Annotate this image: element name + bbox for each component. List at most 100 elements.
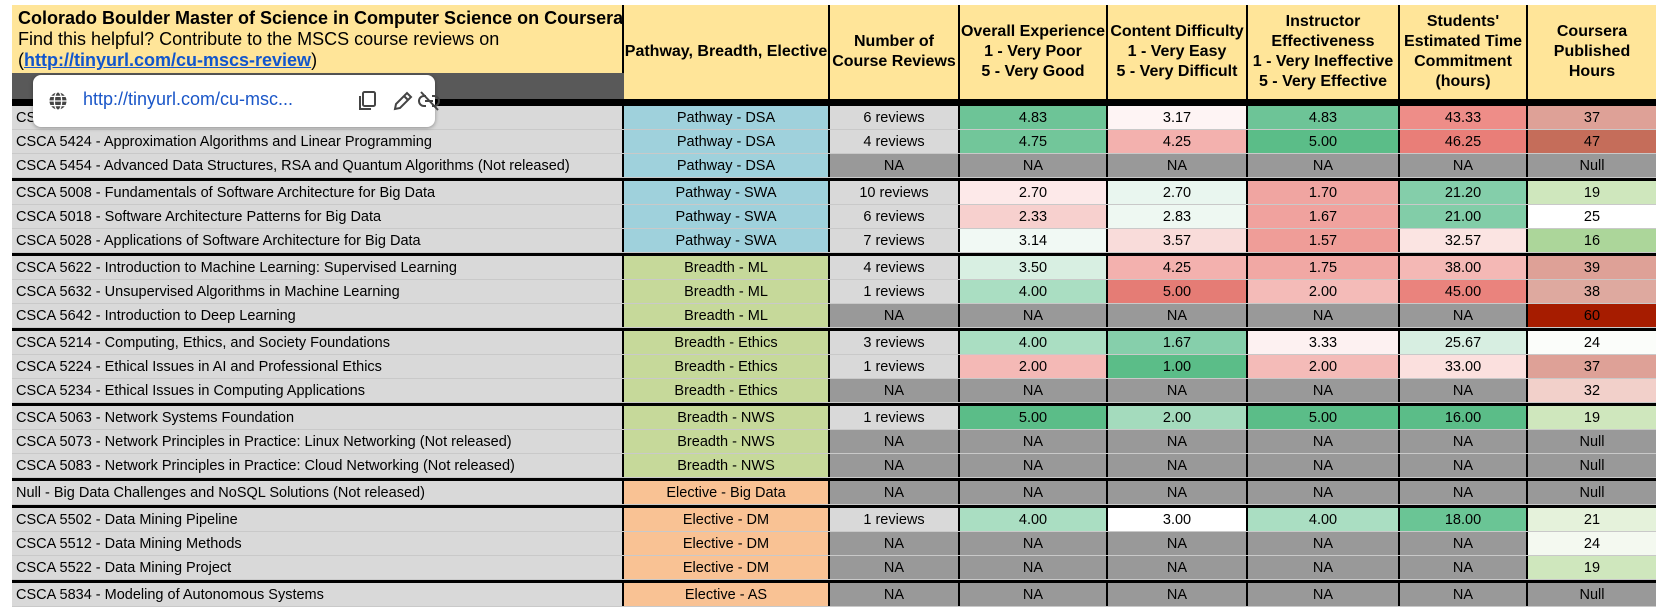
cell-time[interactable]: NA	[1400, 481, 1528, 504]
cell-hours[interactable]: 19	[1528, 181, 1656, 204]
cell-hours[interactable]: 24	[1528, 532, 1656, 555]
unlink-icon[interactable]	[417, 89, 441, 113]
cell-course[interactable]: CSCA 5424 - Approximation Algorithms and…	[12, 130, 624, 153]
cell-instructor[interactable]: 2.00	[1248, 355, 1400, 378]
cell-difficulty[interactable]: 3.17	[1108, 106, 1248, 129]
cell-course[interactable]: CSCA 5834 - Modeling of Autonomous Syste…	[12, 583, 624, 606]
cell-reviews[interactable]: 6 reviews	[830, 106, 960, 129]
cell-overall[interactable]: 4.75	[960, 130, 1108, 153]
cell-overall[interactable]: NA	[960, 430, 1108, 453]
cell-course[interactable]: CSCA 5512 - Data Mining Methods	[12, 532, 624, 555]
cell-difficulty[interactable]: NA	[1108, 379, 1248, 402]
cell-hours[interactable]: 19	[1528, 406, 1656, 429]
cell-course[interactable]: CSCA 5073 - Network Principles in Practi…	[12, 430, 624, 453]
cell-reviews[interactable]: 1 reviews	[830, 355, 960, 378]
cell-overall[interactable]: 2.33	[960, 205, 1108, 228]
cell-instructor[interactable]: 5.00	[1248, 406, 1400, 429]
cell-pathway[interactable]: Breadth - NWS	[624, 430, 830, 453]
cell-difficulty[interactable]: 3.57	[1108, 229, 1248, 252]
cell-difficulty[interactable]: NA	[1108, 430, 1248, 453]
cell-instructor[interactable]: NA	[1248, 304, 1400, 327]
cell-difficulty[interactable]: 2.70	[1108, 181, 1248, 204]
cell-course[interactable]: CSCA 5063 - Network Systems Foundation	[12, 406, 624, 429]
cell-pathway[interactable]: Elective - DM	[624, 556, 830, 579]
title-block[interactable]: Colorado Boulder Master of Science in Co…	[12, 5, 624, 73]
cell-overall[interactable]: 4.83	[960, 106, 1108, 129]
review-link[interactable]: http://tinyurl.com/cu-mscs-review	[24, 50, 312, 70]
cell-reviews[interactable]: 7 reviews	[830, 229, 960, 252]
cell-instructor[interactable]: NA	[1248, 481, 1400, 504]
copy-icon[interactable]	[355, 89, 379, 113]
cell-time[interactable]: NA	[1400, 454, 1528, 477]
cell-overall[interactable]: NA	[960, 481, 1108, 504]
cell-instructor[interactable]: 5.00	[1248, 130, 1400, 153]
header-pathway[interactable]: Pathway, Breadth, Elective	[624, 5, 830, 99]
cell-time[interactable]: 16.00	[1400, 406, 1528, 429]
header-reviews[interactable]: Number of Course Reviews	[830, 5, 960, 99]
cell-time[interactable]: 43.33	[1400, 106, 1528, 129]
header-instructor[interactable]: Instructor Effectiveness 1 - Very Ineffe…	[1248, 5, 1400, 99]
cell-hours[interactable]: 16	[1528, 229, 1656, 252]
cell-difficulty[interactable]: 1.00	[1108, 355, 1248, 378]
cell-course[interactable]: CSCA 5622 - Introduction to Machine Lear…	[12, 256, 624, 279]
cell-time[interactable]: 33.00	[1400, 355, 1528, 378]
cell-hours[interactable]: 60	[1528, 304, 1656, 327]
cell-reviews[interactable]: NA	[830, 304, 960, 327]
cell-hours[interactable]: 38	[1528, 280, 1656, 303]
cell-time[interactable]: NA	[1400, 556, 1528, 579]
cell-hours[interactable]: 24	[1528, 331, 1656, 354]
cell-difficulty[interactable]: 2.83	[1108, 205, 1248, 228]
cell-overall[interactable]: 3.50	[960, 256, 1108, 279]
cell-course[interactable]: Null - Big Data Challenges and NoSQL Sol…	[12, 481, 624, 504]
cell-difficulty[interactable]: NA	[1108, 304, 1248, 327]
cell-difficulty[interactable]: 1.67	[1108, 331, 1248, 354]
cell-hours[interactable]: 25	[1528, 205, 1656, 228]
cell-reviews[interactable]: NA	[830, 454, 960, 477]
header-overall[interactable]: Overall Experience 1 - Very Poor 5 - Ver…	[960, 5, 1108, 99]
cell-course[interactable]: CSCA 5522 - Data Mining Project	[12, 556, 624, 579]
cell-reviews[interactable]: NA	[830, 154, 960, 177]
cell-pathway[interactable]: Breadth - Ethics	[624, 331, 830, 354]
cell-overall[interactable]: 4.00	[960, 280, 1108, 303]
cell-time[interactable]: NA	[1400, 304, 1528, 327]
cell-course[interactable]: CSCA 5502 - Data Mining Pipeline	[12, 508, 624, 531]
cell-pathway[interactable]: Elective - DM	[624, 532, 830, 555]
cell-pathway[interactable]: Pathway - DSA	[624, 106, 830, 129]
cell-difficulty[interactable]: 3.00	[1108, 508, 1248, 531]
cell-reviews[interactable]: 1 reviews	[830, 508, 960, 531]
cell-course[interactable]: CSCA 5234 - Ethical Issues in Computing …	[12, 379, 624, 402]
cell-hours[interactable]: 21	[1528, 508, 1656, 531]
cell-hours[interactable]: Null	[1528, 481, 1656, 504]
header-time[interactable]: Students' Estimated Time Commitment (hou…	[1400, 5, 1528, 99]
cell-instructor[interactable]: 4.00	[1248, 508, 1400, 531]
cell-pathway[interactable]: Breadth - NWS	[624, 454, 830, 477]
cell-hours[interactable]: Null	[1528, 154, 1656, 177]
cell-instructor[interactable]: 1.75	[1248, 256, 1400, 279]
cell-instructor[interactable]: 4.83	[1248, 106, 1400, 129]
cell-overall[interactable]: NA	[960, 556, 1108, 579]
cell-instructor[interactable]: NA	[1248, 154, 1400, 177]
cell-course[interactable]: CSCA 5642 - Introduction to Deep Learnin…	[12, 304, 624, 327]
cell-hours[interactable]: Null	[1528, 583, 1656, 606]
cell-time[interactable]: 18.00	[1400, 508, 1528, 531]
cell-instructor[interactable]: 2.00	[1248, 280, 1400, 303]
cell-reviews[interactable]: NA	[830, 379, 960, 402]
cell-course[interactable]: CSCA 5224 - Ethical Issues in AI and Pro…	[12, 355, 624, 378]
cell-time[interactable]: 46.25	[1400, 130, 1528, 153]
cell-time[interactable]: 25.67	[1400, 331, 1528, 354]
pencil-icon[interactable]	[391, 89, 415, 113]
cell-course[interactable]: CSCA 5454 - Advanced Data Structures, RS…	[12, 154, 624, 177]
cell-instructor[interactable]: NA	[1248, 532, 1400, 555]
cell-time[interactable]: 21.00	[1400, 205, 1528, 228]
cell-reviews[interactable]: 1 reviews	[830, 280, 960, 303]
cell-pathway[interactable]: Pathway - DSA	[624, 130, 830, 153]
cell-time[interactable]: NA	[1400, 583, 1528, 606]
cell-difficulty[interactable]: NA	[1108, 454, 1248, 477]
cell-reviews[interactable]: 4 reviews	[830, 256, 960, 279]
cell-instructor[interactable]: 1.67	[1248, 205, 1400, 228]
cell-overall[interactable]: NA	[960, 304, 1108, 327]
cell-overall[interactable]: NA	[960, 583, 1108, 606]
cell-overall[interactable]: 3.14	[960, 229, 1108, 252]
cell-difficulty[interactable]: NA	[1108, 481, 1248, 504]
cell-reviews[interactable]: 1 reviews	[830, 406, 960, 429]
